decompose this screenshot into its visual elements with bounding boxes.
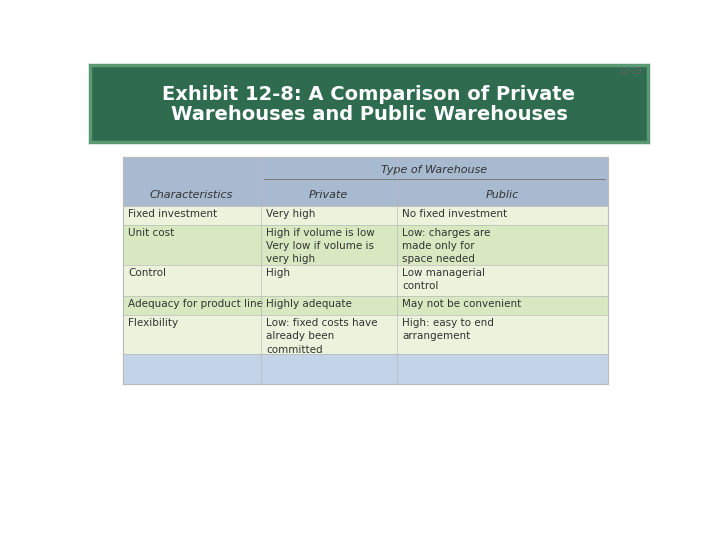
Text: Low: fixed costs have
already been
committed: Low: fixed costs have already been commi…: [266, 318, 378, 355]
Text: Adequacy for product line: Adequacy for product line: [128, 299, 263, 309]
Text: Type of Warehouse: Type of Warehouse: [381, 165, 487, 175]
FancyBboxPatch shape: [122, 184, 608, 206]
Text: May not be convenient: May not be convenient: [402, 299, 521, 309]
Text: High: High: [266, 268, 290, 278]
FancyBboxPatch shape: [122, 315, 608, 354]
Text: Highly adequate: Highly adequate: [266, 299, 352, 309]
Text: Fixed investment: Fixed investment: [128, 209, 217, 219]
FancyBboxPatch shape: [122, 206, 608, 225]
Text: Private: Private: [309, 190, 348, 200]
Text: Warehouses and Public Warehouses: Warehouses and Public Warehouses: [171, 105, 567, 124]
Text: Characteristics: Characteristics: [150, 190, 233, 200]
FancyBboxPatch shape: [122, 265, 608, 296]
FancyBboxPatch shape: [122, 296, 608, 315]
FancyBboxPatch shape: [122, 157, 608, 184]
Text: Low: charges are
made only for
space needed: Low: charges are made only for space nee…: [402, 228, 490, 265]
Text: Very high: Very high: [266, 209, 315, 219]
Text: High: easy to end
arrangement: High: easy to end arrangement: [402, 318, 494, 341]
Text: High if volume is low
Very low if volume is
very high: High if volume is low Very low if volume…: [266, 228, 375, 265]
Text: Public: Public: [485, 190, 519, 200]
Text: Unit cost: Unit cost: [128, 228, 174, 238]
FancyBboxPatch shape: [90, 65, 648, 142]
Text: Low managerial
control: Low managerial control: [402, 268, 485, 291]
Text: No fixed investment: No fixed investment: [402, 209, 507, 219]
Text: Flexibility: Flexibility: [128, 318, 178, 328]
Text: 12-23: 12-23: [618, 67, 642, 76]
FancyBboxPatch shape: [122, 157, 608, 384]
FancyBboxPatch shape: [122, 225, 608, 265]
Text: Exhibit 12-8: A Comparison of Private: Exhibit 12-8: A Comparison of Private: [163, 85, 575, 104]
Text: Control: Control: [128, 268, 166, 278]
